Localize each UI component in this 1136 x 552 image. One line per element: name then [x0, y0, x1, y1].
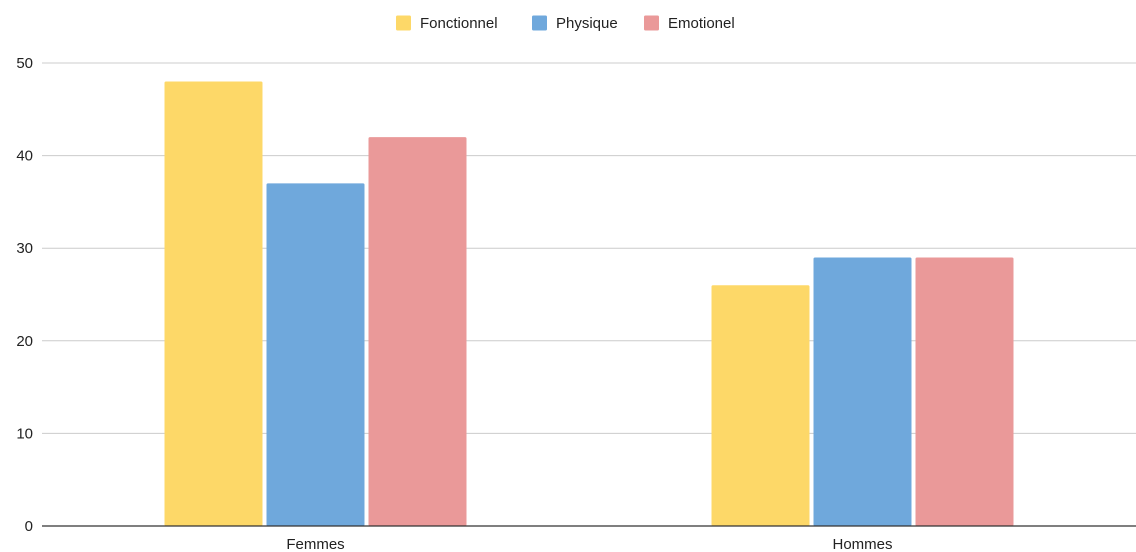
x-category-label: Femmes — [286, 536, 344, 552]
bar-fonctionnel-femmes — [164, 81, 263, 527]
y-tick-label: 30 — [16, 240, 33, 257]
y-tick-label: 20 — [16, 333, 33, 350]
bar-physique-hommes — [813, 257, 912, 526]
legend-swatch — [396, 15, 411, 31]
axes: 0 10 20 30 40 50 Femmes Hommes — [16, 55, 1136, 552]
y-tick-label: 50 — [16, 55, 33, 72]
bar-emotionel-femmes — [368, 137, 467, 526]
y-tick-label: 10 — [16, 425, 33, 442]
y-tick-label: 0 — [25, 518, 33, 535]
bar-emotionel-hommes — [915, 257, 1014, 526]
y-tick-label: 40 — [16, 148, 33, 165]
bar-physique-femmes — [266, 183, 365, 526]
bar-fonctionnel-hommes — [711, 285, 810, 526]
legend-label: Fonctionnel — [420, 15, 498, 32]
legend: Fonctionnel Physique Emotionel — [396, 15, 735, 32]
legend-item: Emotionel — [644, 15, 735, 32]
x-category-label: Hommes — [832, 536, 892, 552]
legend-item: Fonctionnel — [396, 15, 498, 32]
legend-label: Physique — [556, 15, 618, 32]
legend-swatch — [532, 15, 547, 31]
bars — [164, 81, 1014, 527]
legend-label: Emotionel — [668, 15, 735, 32]
legend-item: Physique — [532, 15, 618, 32]
legend-swatch — [644, 15, 659, 31]
